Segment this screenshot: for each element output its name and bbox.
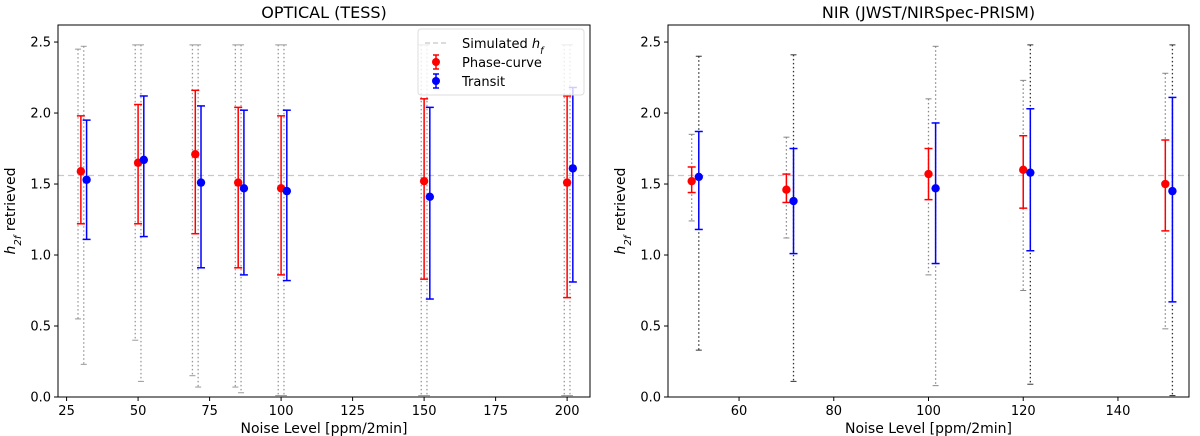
panel2-transit-point-2 — [931, 184, 940, 193]
panel1-legend-item-transit-label: Transit — [461, 75, 505, 90]
panel1-transit-point-6 — [568, 164, 578, 173]
panel2-x-tick-label-4: 140 — [1106, 404, 1131, 419]
panel1-phase-curve-point-6 — [562, 178, 572, 187]
panel2-x-tick-label-0: 60 — [731, 404, 748, 419]
panel2-transit-point-3 — [1026, 168, 1035, 177]
panel1-y-tick-label-1: 0.5 — [30, 320, 51, 335]
panel2-x-tick-label-3: 120 — [1011, 404, 1036, 419]
panel2-y-axis-label: h2f retrieved — [613, 168, 634, 255]
panel1-legend-item-phase-curve-label: Phase-curve — [462, 56, 542, 71]
panel1-legend-item-simulated-h-f-label: Simulated hf — [462, 37, 545, 57]
panel1-transit-point-2 — [196, 178, 206, 187]
panel2-transit-point-1 — [789, 196, 798, 206]
panel2-y-tick-label-3: 1.5 — [640, 178, 661, 193]
panel2-phase-curve-point-4 — [1161, 179, 1170, 189]
panel1-x-tick-label-0: 25 — [58, 404, 75, 419]
panel1-transit-point-1 — [139, 155, 149, 165]
panel1-x-tick-label-3: 100 — [269, 404, 294, 419]
panel1-phase-curve-point-3 — [233, 178, 243, 187]
panel1-legend-item-phase-curve-swatch-point — [432, 58, 440, 66]
panel1-x-tick-label-4: 125 — [340, 404, 365, 419]
panel1-transit-point-4 — [282, 186, 292, 196]
panel1-legend-item-transit-swatch-point — [432, 77, 440, 85]
panel1-title: OPTICAL (TESS) — [261, 3, 387, 22]
panel1-y-tick-label-3: 1.5 — [30, 178, 51, 193]
panel2-transit-point-0 — [694, 172, 703, 182]
panel1-phase-curve-point-0 — [76, 167, 86, 176]
panel2-phase-curve-point-0 — [687, 176, 696, 186]
panel1-y-tick-label-4: 2.0 — [30, 107, 51, 122]
panel1-phase-curve-point-5 — [419, 176, 429, 186]
panel1-transit-point-5 — [425, 192, 435, 202]
panel1-transit-point-0 — [82, 175, 91, 184]
panel2: NIR (JWST/NIRSpec-PRISM) 60 80 100 120 140 0.0… — [613, 3, 1190, 436]
panel1-x-tick-label-6: 175 — [483, 404, 508, 419]
panel1-transit-point-3 — [239, 184, 249, 193]
panel1-x-tick-label-7: 200 — [555, 404, 580, 419]
panel2-y-tick-label-4: 2.0 — [640, 107, 661, 122]
panel2-phase-curve-point-1 — [782, 185, 791, 194]
panel1-y-tick-label-5: 2.5 — [30, 36, 51, 51]
panel1-axes-frame — [57, 24, 591, 398]
panel1: OPTICAL (TESS) 25 50 75 100 125 150 175 200 0.0 0.… — [3, 3, 591, 436]
panel2-transit-point-4 — [1168, 186, 1177, 196]
panel2-phase-curve-point-2 — [924, 169, 933, 179]
panel1-y-tick-label-0: 0.0 — [30, 391, 51, 406]
panel2-y-tick-label-2: 1.0 — [640, 249, 661, 264]
panel1-legend-box — [417, 28, 585, 96]
panel1-x-tick-label-5: 150 — [412, 404, 437, 419]
panel2-x-axis-label: Noise Level [ppm/2min] — [845, 421, 1012, 436]
panel2-phase-curve-point-3 — [1019, 165, 1028, 175]
panel1-x-tick-label-1: 50 — [130, 404, 147, 419]
panel1-y-axis-label: h2f retrieved — [3, 168, 24, 255]
panel2-y-tick-label-1: 0.5 — [640, 320, 661, 335]
panel1-x-tick-label-2: 75 — [201, 404, 218, 419]
panel1-phase-curve-point-2 — [191, 150, 200, 159]
panel1-y-tick-label-2: 1.0 — [30, 249, 51, 264]
panel2-y-tick-label-0: 0.0 — [640, 391, 661, 406]
panel1-x-axis-label: Noise Level [ppm/2min] — [240, 421, 407, 436]
panel2-x-tick-label-1: 80 — [825, 404, 842, 419]
panel2-y-tick-label-5: 2.5 — [640, 36, 661, 51]
panel2-x-tick-label-2: 100 — [916, 404, 941, 419]
panel2-title: NIR (JWST/NIRSpec-PRISM) — [822, 3, 1035, 22]
